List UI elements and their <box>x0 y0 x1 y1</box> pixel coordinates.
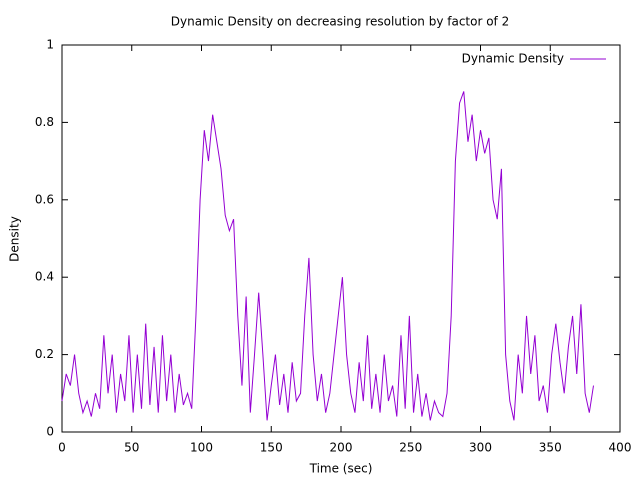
y-tick-label: 0.4 <box>35 270 54 284</box>
x-tick-label: 150 <box>260 441 283 455</box>
x-tick-label: 400 <box>609 441 632 455</box>
y-axis-label: Density <box>8 216 22 262</box>
x-tick-label: 300 <box>469 441 492 455</box>
x-tick-label: 0 <box>58 441 66 455</box>
x-tick-label: 250 <box>399 441 422 455</box>
x-tick-label: 200 <box>330 441 353 455</box>
y-tick-label: 1 <box>46 38 54 52</box>
chart-title: Dynamic Density on decreasing resolution… <box>171 15 509 29</box>
x-tick-label: 350 <box>539 441 562 455</box>
x-tick-label: 100 <box>190 441 213 455</box>
x-axis-label: Time (sec) <box>309 462 373 476</box>
y-tick-label: 0.8 <box>35 115 54 129</box>
plot-frame <box>61 44 621 433</box>
data-line <box>61 91 594 421</box>
y-tick-label: 0 <box>46 425 54 439</box>
y-tick-label: 0.6 <box>35 192 54 206</box>
y-tick-label: 0.2 <box>35 347 54 361</box>
x-tick-label: 50 <box>124 441 139 455</box>
legend-label: Dynamic Density <box>462 52 564 66</box>
